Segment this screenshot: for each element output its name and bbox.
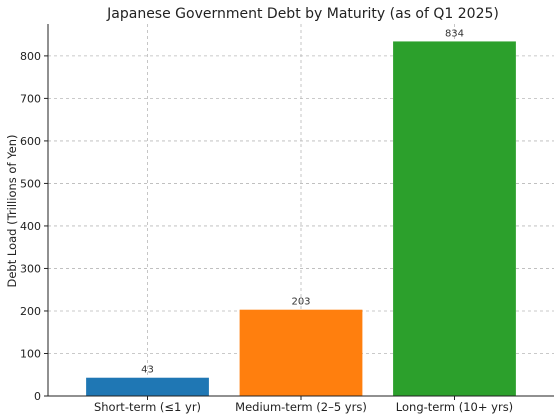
y-tick-label: 700: [20, 92, 41, 105]
bar: [239, 309, 363, 396]
y-tick-label: 0: [34, 390, 41, 403]
chart-title: Japanese Government Debt by Maturity (as…: [106, 6, 499, 22]
y-tick-label: 300: [20, 262, 41, 275]
data-label: 203: [291, 297, 310, 308]
y-axis-label: Debt Load (Trillions of Yen): [5, 134, 19, 287]
bar: [86, 377, 209, 396]
x-tick-label: Long-term (10+ yrs): [396, 400, 513, 414]
x-tick-label: Short-term (≤1 yr): [94, 400, 201, 414]
y-tick-label: 500: [20, 177, 41, 190]
bars-layer: [86, 41, 516, 397]
bar: [393, 41, 516, 397]
data-label: 834: [445, 28, 464, 39]
grid-layer: [48, 24, 554, 397]
labels-layer: 0 100 200 300 400 500 600 700 800 43 Short-term (≤…: [20, 28, 513, 414]
x-tick-label: Medium-term (2–5 yrs): [235, 400, 367, 414]
y-tick-label: 100: [20, 347, 41, 360]
y-tick-label: 800: [20, 50, 41, 63]
y-tick-label: 200: [20, 305, 41, 318]
axes-layer: [44, 24, 554, 400]
y-tick-label: 600: [20, 135, 41, 148]
data-label: 43: [141, 365, 154, 376]
y-tick-label: 400: [20, 220, 41, 233]
